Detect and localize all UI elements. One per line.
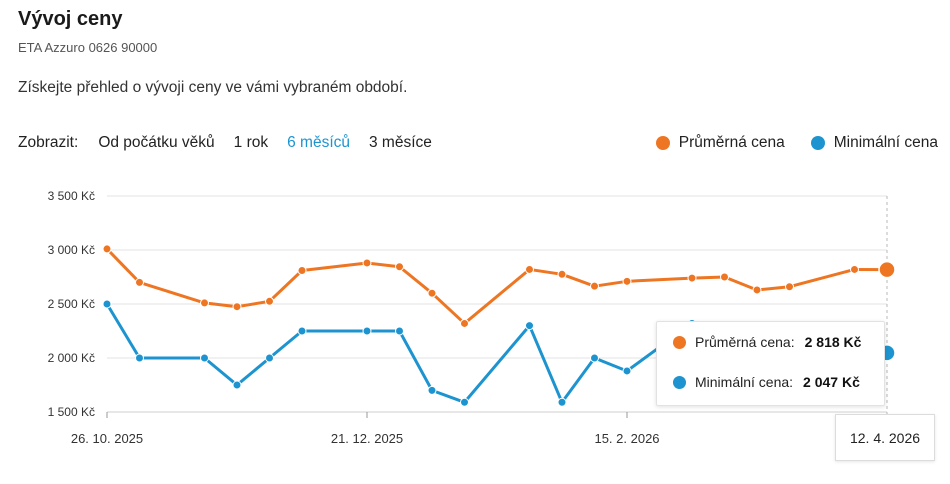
data-point-average: [265, 296, 274, 306]
page-title: Vývoj ceny: [18, 8, 123, 30]
tooltip-row-minimum: Minimální cena: 2 047 Kč: [673, 374, 860, 390]
data-point-minimum: [232, 380, 242, 390]
y-tick-label: 2 500 Kč: [48, 297, 95, 311]
data-point-minimum: [395, 326, 404, 336]
tooltip-row-average: Průměrná cena: 2 818 Kč: [673, 334, 861, 350]
x-tick-label: 21. 12. 2025: [331, 431, 403, 446]
tooltip-label-average: Průměrná cena:: [695, 334, 795, 350]
legend-item-average[interactable]: Průměrná cena: [655, 134, 785, 152]
data-point-minimum: [200, 353, 209, 363]
data-point-average: [752, 285, 762, 295]
data-point-average: [232, 302, 242, 312]
data-point-minimum: [427, 385, 437, 395]
x-tick-label: 26. 10. 2025: [71, 431, 143, 446]
y-tick-label: 3 000 Kč: [48, 243, 95, 257]
legend-dot-minimum-icon: [810, 136, 825, 150]
data-point-minimum: [265, 353, 274, 363]
tooltip-value-minimum: 2 047 Kč: [803, 374, 860, 390]
description: Získejte přehled o vývoji ceny ve vámi v…: [18, 79, 408, 96]
chart-tooltip: Průměrná cena: 2 818 Kč Minimální cena: …: [656, 321, 885, 406]
tooltip-dot-average-icon: [673, 335, 686, 349]
tooltip-label-minimum: Minimální cena:: [695, 374, 794, 390]
data-point-average: [622, 276, 632, 286]
chart-legend: Průměrná cena Minimální cena: [630, 134, 938, 152]
data-point-average: [525, 264, 534, 274]
legend-item-minimum[interactable]: Minimální cena: [810, 134, 938, 152]
legend-dot-average-icon: [655, 136, 670, 150]
data-point-average: [720, 272, 729, 282]
data-point-minimum: [362, 326, 372, 336]
data-point-minimum: [135, 353, 144, 363]
data-point-average: [427, 288, 437, 298]
data-point-average: [878, 260, 896, 279]
data-point-average: [590, 281, 599, 291]
range-option-1-year[interactable]: 1 rok: [233, 134, 269, 151]
data-point-average: [395, 262, 404, 272]
data-point-minimum: [297, 326, 307, 336]
data-point-average: [687, 273, 697, 283]
data-point-minimum: [525, 321, 534, 331]
data-point-average: [785, 282, 794, 292]
data-point-average: [460, 318, 469, 328]
y-tick-label: 1 500 Kč: [48, 405, 95, 419]
tooltip-value-average: 2 818 Kč: [804, 334, 862, 350]
crosshair-date-label: 12. 4. 2026: [835, 414, 935, 461]
data-point-average: [362, 258, 372, 268]
y-tick-label: 2 000 Kč: [48, 351, 95, 365]
series-line-average: [105, 247, 889, 325]
data-point-average: [297, 266, 307, 276]
legend-label-minimum: Minimální cena: [833, 134, 938, 151]
range-filter-label: Zobrazit:: [18, 134, 79, 151]
series-line-minimum: [105, 302, 889, 404]
range-filter: Zobrazit: Od počátku věků 1 rok 6 měsíců…: [18, 134, 451, 152]
range-option-3-months[interactable]: 3 měsíce: [369, 134, 432, 151]
range-option-all[interactable]: Od počátku věků: [98, 134, 215, 151]
tooltip-dot-minimum-icon: [673, 375, 686, 389]
data-point-minimum: [590, 353, 599, 363]
data-point-minimum: [102, 299, 112, 309]
data-point-average: [850, 264, 859, 274]
data-point-average: [557, 269, 567, 279]
data-point-minimum: [557, 397, 567, 407]
y-tick-label: 3 500 Kč: [48, 189, 95, 203]
data-point-average: [102, 244, 112, 254]
price-chart[interactable]: 1 500 Kč 2 000 Kč 2 500 Kč 3 000 Kč 3 500 Kč…: [0, 180, 950, 484]
range-option-6-months[interactable]: 6 měsíců: [287, 134, 350, 151]
data-point-average: [135, 277, 144, 287]
data-point-minimum: [460, 397, 469, 407]
x-tick-label: 15. 2. 2026: [594, 431, 659, 446]
data-point-minimum: [622, 366, 632, 376]
data-point-average: [200, 298, 209, 308]
legend-label-average: Průměrná cena: [678, 134, 785, 151]
product-name: ETA Azzuro 0626 90000: [18, 40, 158, 55]
